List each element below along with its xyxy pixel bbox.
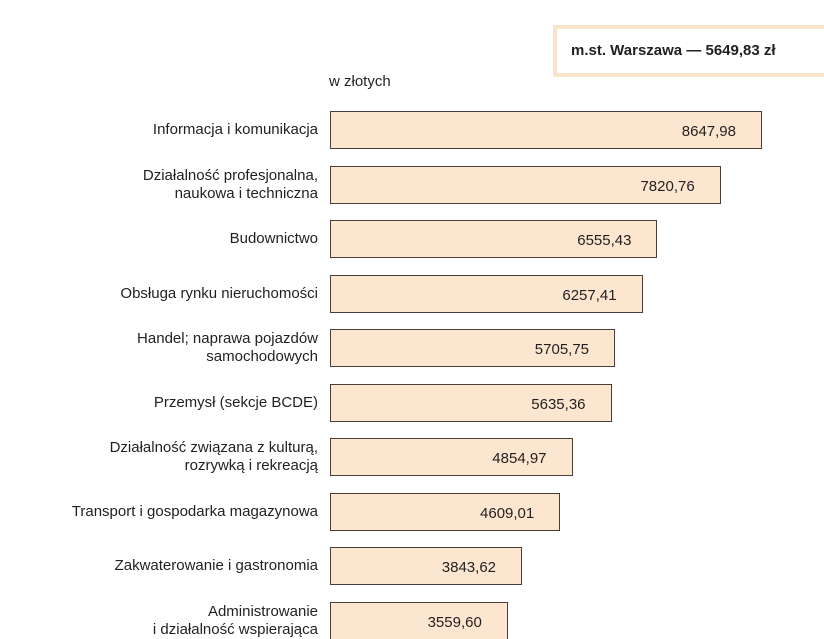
bar (330, 492, 561, 531)
axis-label: w złotych (329, 73, 391, 90)
category-label: Zakwaterowanie i gastronomia (114, 557, 318, 574)
category-label: Administrowanie i działalność wspierając… (152, 602, 318, 638)
bar (330, 383, 612, 422)
category-label: Transport i gospodarka magazynowa (71, 502, 318, 520)
bar (330, 547, 522, 585)
value-label: 3559,60 (427, 613, 482, 631)
category-label: Handel; naprawa pojazdów samochodowych (137, 330, 318, 365)
value-label: 7820,76 (640, 177, 695, 195)
bar (330, 438, 573, 476)
bar (330, 165, 721, 204)
value-label: 6257,41 (562, 286, 617, 304)
category-label: Przemysł (sekcje BCDE) (153, 393, 318, 411)
category-label: Działalność związana z kulturą, rozrywką… (109, 439, 318, 474)
annotation: m.st. Warszawa — 5649,83 zł (553, 25, 824, 77)
bar (330, 274, 643, 313)
value-label: 6555,43 (577, 232, 632, 249)
category-label: Obsługa rynku nieruchomości (120, 284, 318, 302)
category-label: Działalność profesjonalna, naukowa i tec… (142, 166, 318, 202)
bar (330, 111, 762, 149)
value-label: 5635,36 (531, 395, 586, 413)
bar (330, 220, 658, 258)
value-label: 8647,98 (681, 123, 736, 140)
bar (330, 601, 508, 639)
bar (330, 329, 616, 367)
category-label: Informacja i komunikacja (152, 121, 318, 138)
value-label: 4609,01 (480, 504, 535, 522)
value-label: 5705,75 (534, 341, 590, 358)
value-label: 3843,62 (441, 559, 497, 576)
value-label: 4854,97 (492, 450, 547, 467)
category-label: Budownictwo (229, 230, 318, 247)
